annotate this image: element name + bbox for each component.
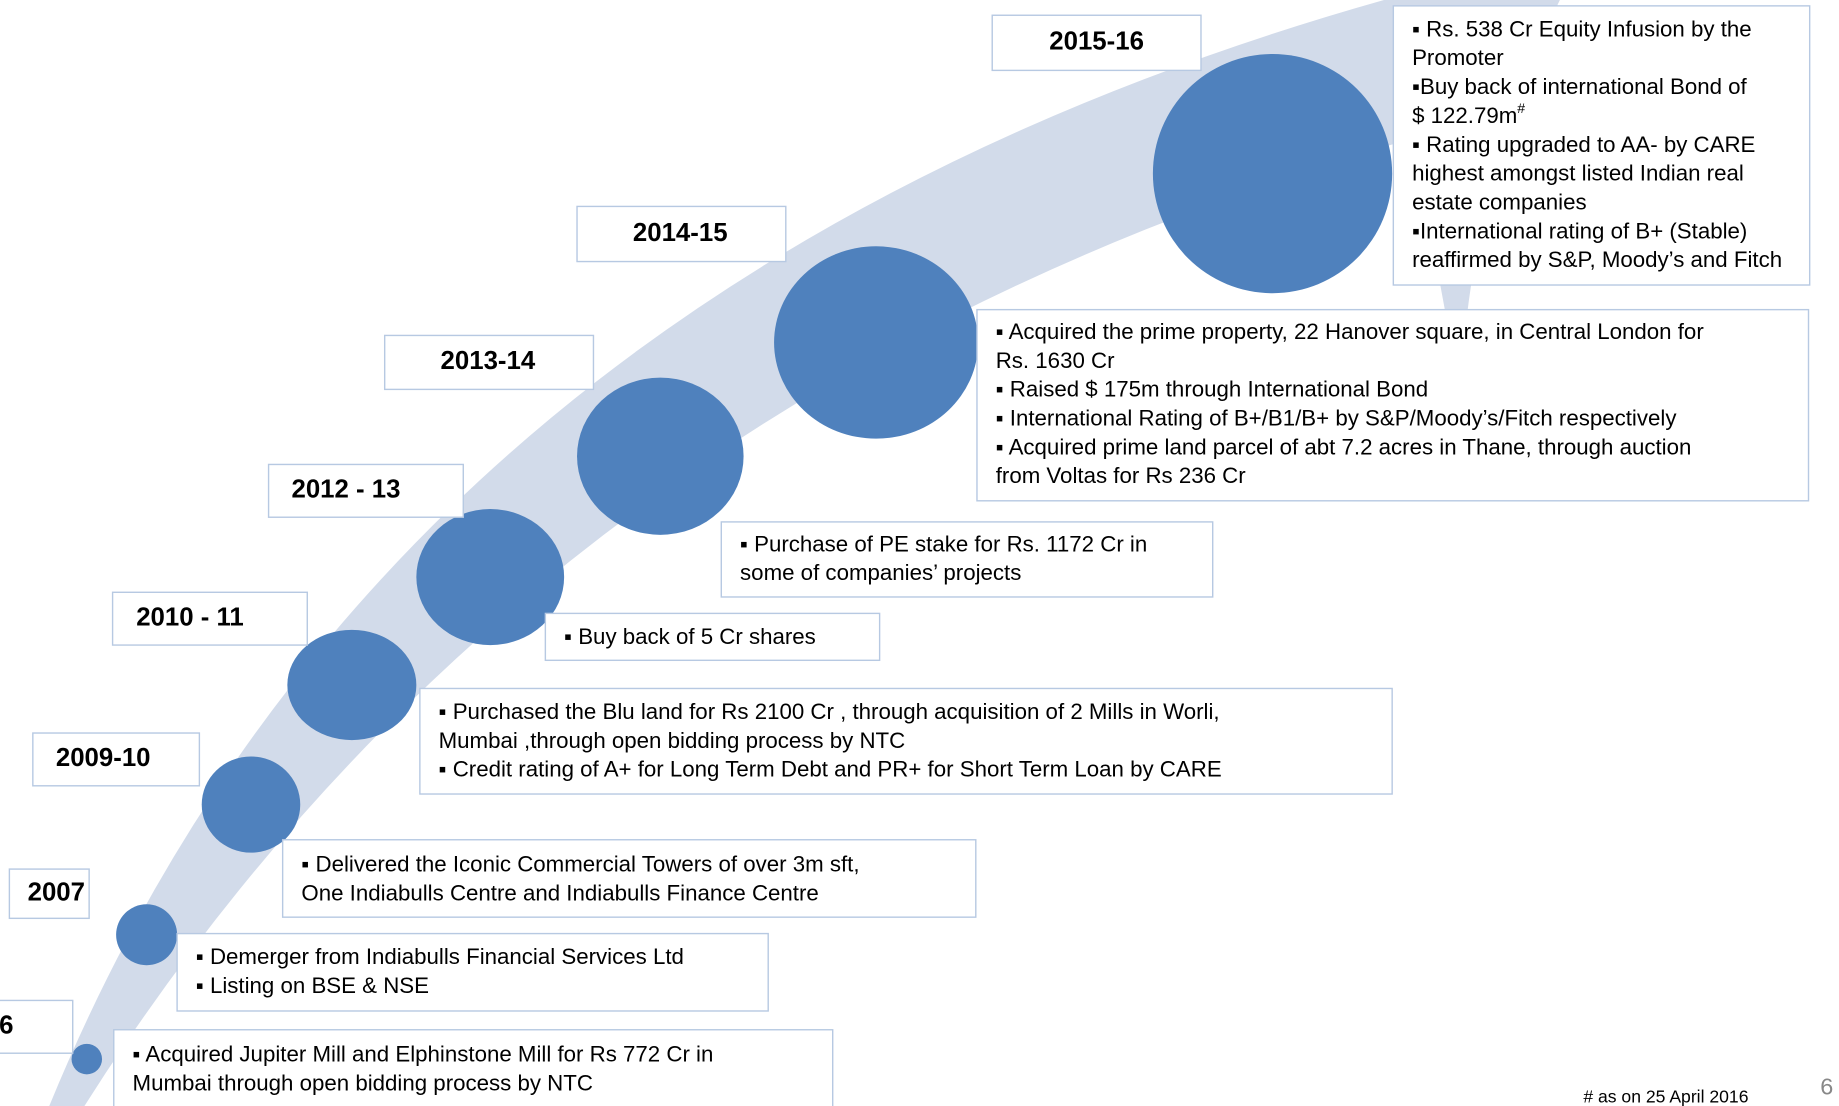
description-line: ▪International rating of B+ (Stable) [1412,218,1747,243]
milestone-dot [287,629,417,741]
year-box [111,591,308,646]
description-box [1392,5,1811,286]
description-box [720,521,1214,598]
year-box [383,334,595,391]
year-label: 2010 - 11 [136,603,244,631]
year-box [576,205,787,263]
year-label: 2007 [28,879,85,907]
description-line: from Voltas for Rs 236 Cr [996,463,1247,488]
year-label: 2012 - 13 [291,476,400,504]
milestone-dot [577,377,744,535]
description-line: ▪Buy back of international Bond of [1412,74,1747,99]
description-line: ▪ International Rating of B+/B1/B+ by S&… [996,406,1678,431]
milestone-dot [1152,53,1393,294]
description-box [976,308,1810,502]
description-line: highest amongst listed Indian real [1412,161,1744,186]
milestone-dot [116,904,178,966]
year-label: 2014-15 [633,219,728,247]
description-line: ▪ Raised $ 175m through International Bo… [996,377,1428,402]
description-line: ▪ Acquired prime land parcel of abt 7.2 … [996,434,1692,459]
description-box [113,1029,834,1106]
footnote: # as on 25 April 2016 [1583,1086,1748,1106]
superscript: # [1517,100,1525,116]
description-line: ▪ Purchase of PE stake for Rs. 1172 Cr i… [740,531,1147,556]
year-box [8,868,90,920]
description-line: ▪ Demerger from Indiabulls Financial Ser… [196,944,684,969]
year-label: 2009-10 [56,744,151,772]
description-line: reaffirmed by S&P, Moody’s and Fitch [1412,247,1782,272]
description-box [419,687,1393,795]
description-line: estate companies [1412,190,1587,215]
year-label: 2015-16 [1049,28,1144,56]
year-box [267,463,464,518]
description-line: Rs. 1630 Cr [996,348,1115,373]
description-line: ▪ Listing on BSE & NSE [196,973,429,998]
description-box [544,612,881,662]
year-box [32,732,201,787]
description-line: One Indiabulls Centre and Indiabulls Fin… [301,880,818,905]
description-line: Mumbai through open bidding process by N… [133,1070,593,1095]
milestone-dot [71,1043,103,1075]
description-line: ▪ Acquired Jupiter Mill and Elphinstone … [133,1041,714,1066]
description-line: ▪ Acquired the prime property, 22 Hanove… [996,319,1705,344]
description-box [176,932,769,1012]
description-line: $ 122.79m# [1412,100,1525,128]
description-line: Promoter [1412,45,1504,70]
description-line: ▪ Rs. 538 Cr Equity Infusion by the [1412,16,1752,41]
description-line: ▪ Delivered the Iconic Commercial Towers… [301,851,859,876]
year-label: 2013-14 [441,347,536,375]
year-box [991,14,1202,72]
description-line: ▪ Buy back of 5 Cr shares [564,624,816,649]
milestone-dot [774,246,979,439]
milestone-dot [201,756,301,853]
description-line: ▪ Credit rating of A+ for Long Term Debt… [439,757,1222,782]
year-box [0,999,74,1054]
description-line: ▪ Purchased the Blu land for Rs 2100 Cr … [439,699,1220,724]
description-box [281,839,977,918]
description-line: some of companies’ projects [740,560,1021,585]
milestone-dot [416,509,565,646]
description-line: ▪ Rating upgraded to AA- by CARE [1412,132,1755,157]
page-number: 6 [1820,1074,1833,1100]
year-label: 2006 [0,1012,13,1040]
description-line: Mumbai ,through open bidding process by … [439,728,906,753]
